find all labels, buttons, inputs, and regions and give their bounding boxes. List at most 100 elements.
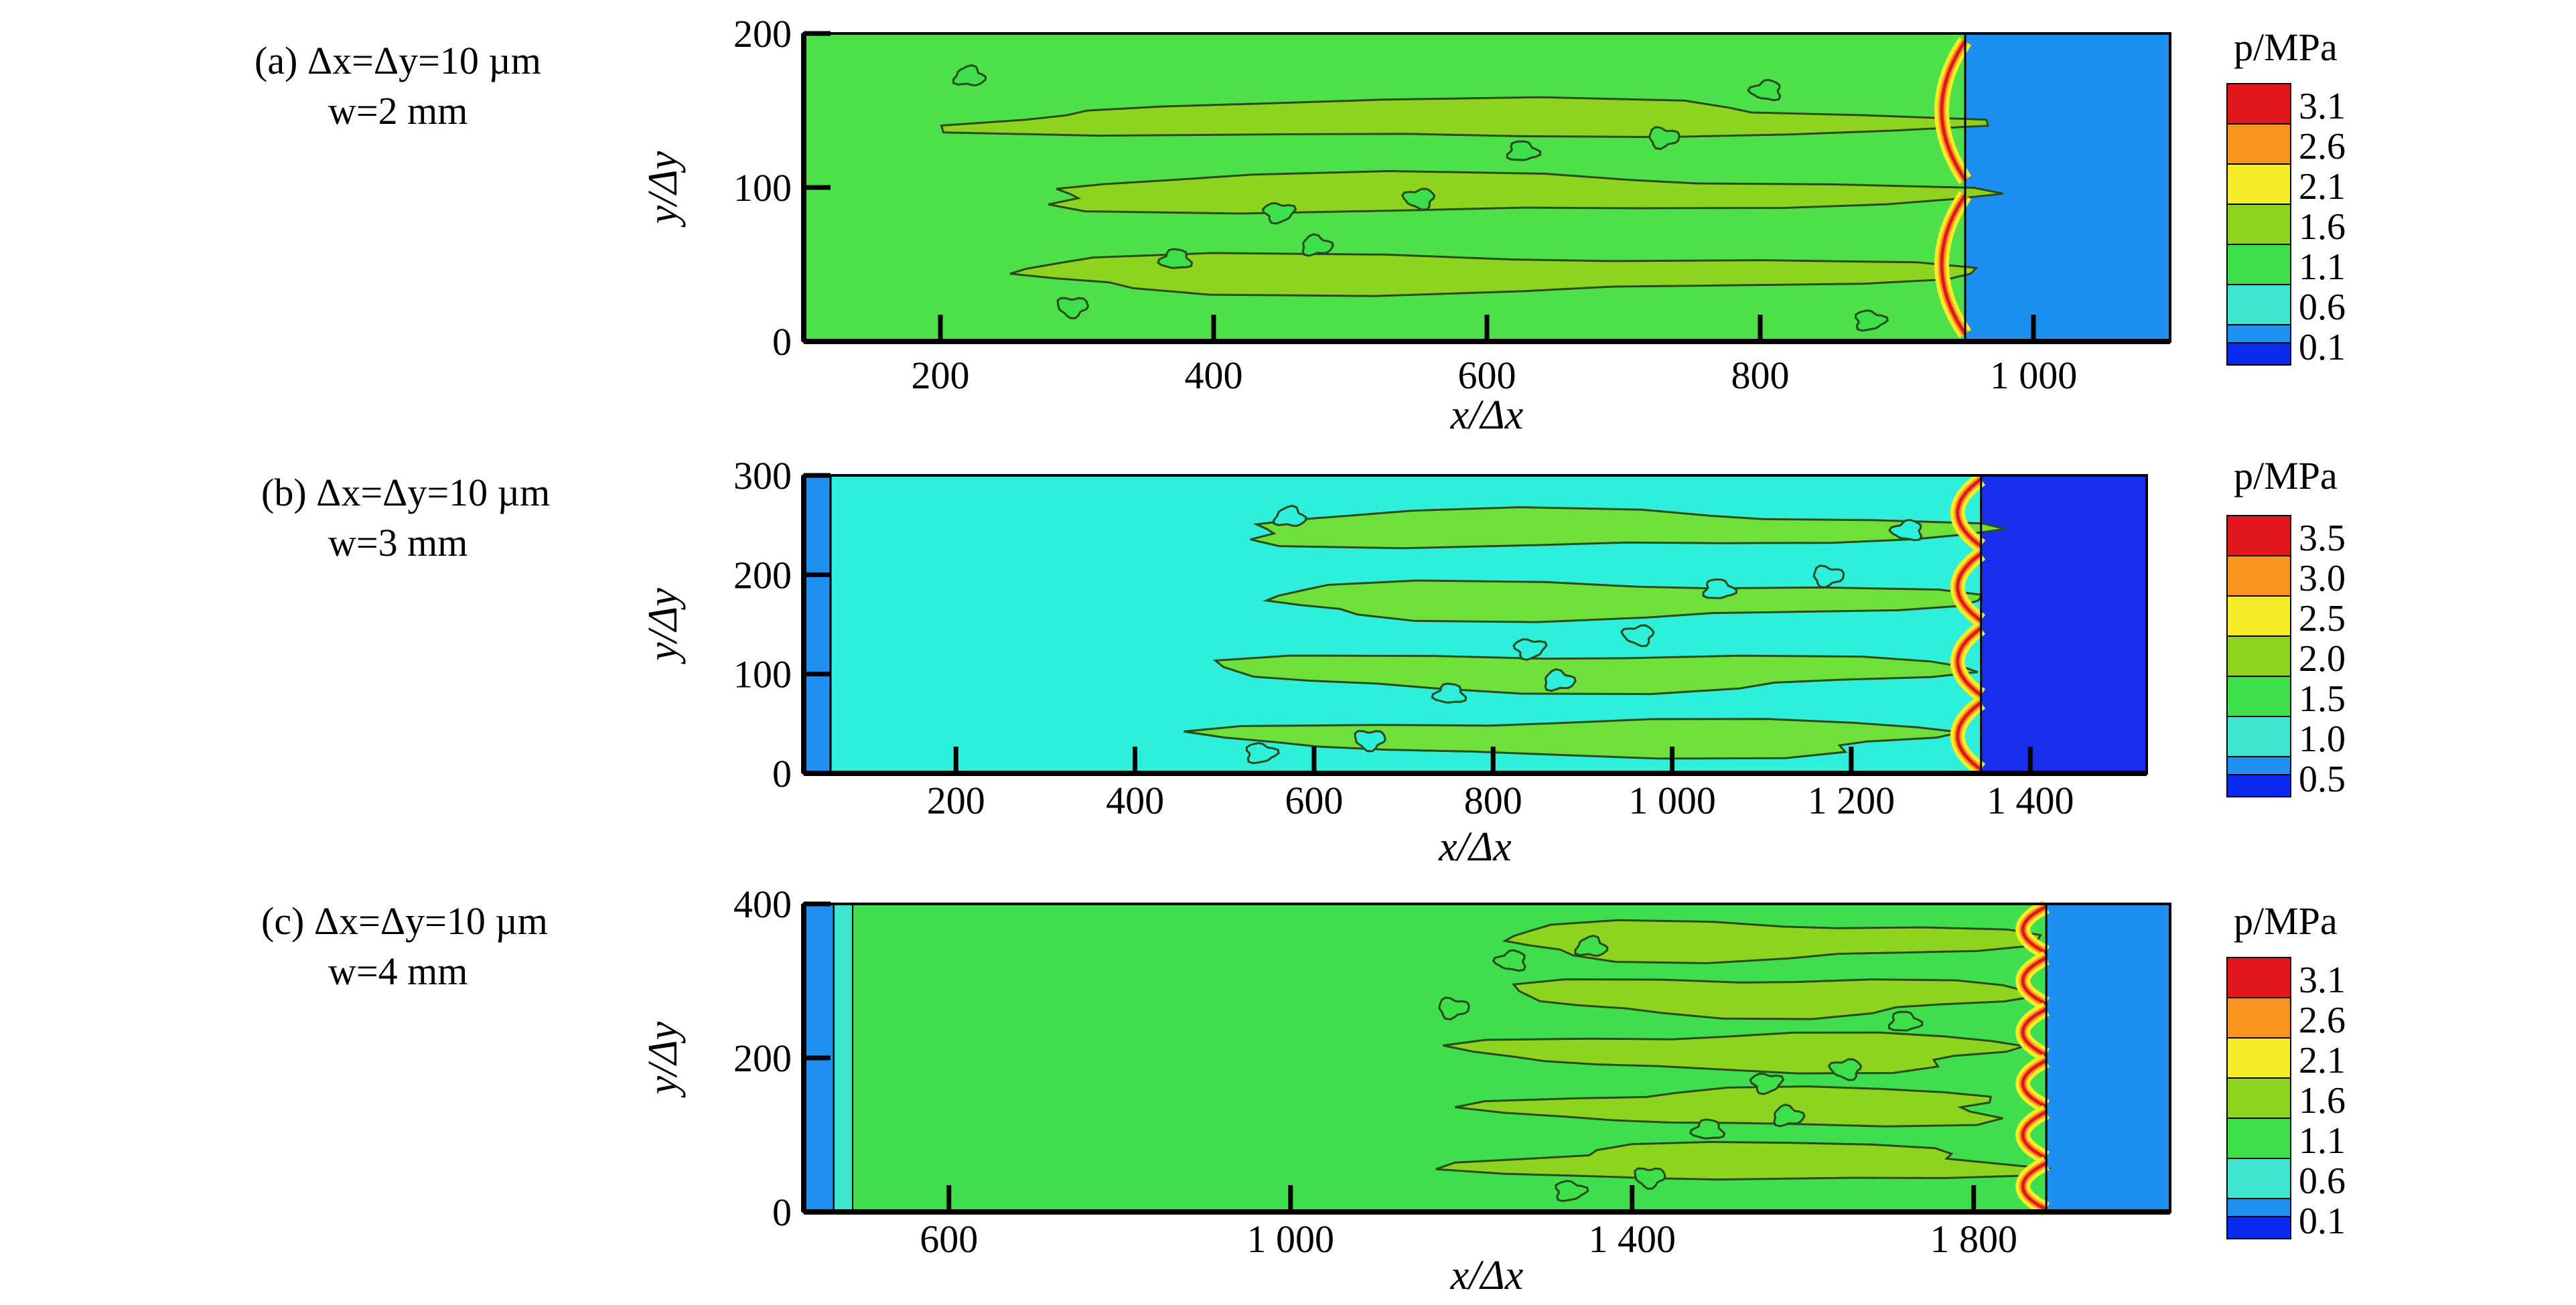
colorbar-swatch	[2226, 244, 2291, 285]
pressure-pocket	[1261, 202, 1297, 225]
front-red-core	[1956, 701, 1983, 771]
colorbar-level-label: 3.5	[2299, 518, 2346, 559]
colorbar-swatch	[2226, 1158, 2291, 1199]
x-tick-label: 1 000	[1990, 354, 2078, 397]
panel-label-a: (a) Δx=Δy=10 µm	[255, 37, 541, 86]
grid-spacing-label: Δx=Δy=10 µm	[316, 471, 551, 514]
colorbar-swatch	[2226, 1077, 2291, 1119]
x-tick-label: 1 200	[1808, 779, 1895, 822]
inlet-strip	[802, 474, 832, 775]
grid-spacing-label: Δx=Δy=10 µm	[313, 899, 548, 943]
colorbar-level-label: 0.6	[2299, 287, 2346, 328]
colorbar-level-label: 3.1	[2299, 959, 2346, 1001]
y-axis-label: y/Δy	[640, 1021, 686, 1098]
cell-streak	[1443, 1031, 2025, 1075]
y-tick-label: 0	[772, 320, 792, 364]
front-red-core	[2021, 905, 2048, 955]
colorbar-level-label: 2.6	[2299, 1000, 2346, 1041]
x-tick-label: 1 000	[1247, 1217, 1335, 1261]
front-red-core	[1956, 477, 1983, 548]
plot-area	[801, 899, 2171, 1217]
colorbar-swatch	[2226, 774, 2291, 797]
colorbar-swatch	[2226, 716, 2291, 757]
y-tick-label: 200	[733, 1037, 792, 1080]
x-tick-label: 1 800	[1930, 1217, 2018, 1261]
pressure-pocket	[1492, 949, 1526, 972]
x-tick-label: 400	[1106, 779, 1164, 822]
panel-b: (b) Δx=Δy=10 µm w=3 mm 200 400 600 800 1 000…	[0, 435, 2576, 870]
unburned-region	[2046, 904, 2170, 1212]
pressure-pocket	[1555, 1180, 1589, 1203]
panel-a: (a) Δx=Δy=10 µm w=2 mm 200 400 600 800 1 000…	[0, 0, 2576, 435]
pressure-pocket	[1506, 140, 1542, 161]
cell-streak	[1048, 169, 2003, 215]
pressure-pocket	[1056, 297, 1090, 319]
unburned-region	[1965, 33, 2170, 341]
front-red-core	[1940, 40, 1967, 181]
colorbar-level-label: 0.1	[2299, 1201, 2346, 1242]
pressure-pocket	[1854, 309, 1889, 332]
x-tick-label: 600	[1458, 354, 1516, 397]
pressure-pocket	[1301, 233, 1334, 257]
x-tick-label: 800	[1464, 779, 1522, 822]
pressure-pocket	[1544, 668, 1577, 692]
pressure-pocket	[1887, 1010, 1924, 1032]
pressure-pocket	[1438, 996, 1470, 1020]
colorbar-swatch	[2226, 123, 2291, 165]
colorbar-level-label: 1.1	[2299, 1120, 2346, 1162]
colorbar-level-label: 2.5	[2299, 598, 2346, 639]
x-tick-label: 1 000	[1628, 779, 1716, 822]
cell-streak	[1455, 1085, 2003, 1128]
front-red-core	[2021, 1059, 2048, 1109]
x-tick-label: 1 400	[1987, 779, 2074, 822]
panel-label-c: (c) Δx=Δy=10 µm	[261, 897, 548, 946]
width-label: w=3 mm	[328, 521, 468, 564]
y-axis-label: y/Δy	[640, 588, 686, 665]
colorbar-swatch	[2226, 635, 2291, 677]
colorbar-swatch	[2226, 1037, 2291, 1079]
colorbar: p/MPa 3.12.62.11.61.10.60.1	[2226, 25, 2346, 368]
colorbar-level-label: 0.6	[2299, 1160, 2346, 1202]
colorbar-swatch	[2226, 1198, 2291, 1217]
panel-letter: (a)	[255, 39, 298, 82]
pressure-pocket	[1689, 1118, 1726, 1140]
colorbar-level-label: 1.6	[2299, 206, 2346, 248]
colorbar-swatch	[2226, 1118, 2291, 1159]
pressure-pocket	[1634, 1167, 1666, 1190]
pressure-pocket	[952, 64, 987, 87]
colorbar-swatch	[2226, 204, 2291, 245]
colorbar-level-label: 1.6	[2299, 1080, 2346, 1122]
front-red-core	[2021, 1007, 2048, 1057]
pressure-pocket	[1273, 504, 1307, 528]
y-tick-label: 0	[772, 1191, 792, 1234]
front-red-core	[2021, 1161, 2048, 1211]
pressure-pocket	[1401, 187, 1436, 211]
front-red-core	[1940, 194, 1967, 335]
plot-area	[801, 473, 2148, 776]
front-red-core	[1956, 552, 1983, 622]
colorbar: p/MPa 3.12.62.11.61.10.60.1	[2226, 899, 2346, 1242]
front-red-core	[2021, 956, 2048, 1006]
pressure-pocket	[1354, 730, 1386, 753]
colorbar-level-label: 1.0	[2299, 718, 2346, 760]
x-axis-label: x/Δx	[1450, 392, 1524, 435]
pressure-pocket	[1812, 564, 1845, 589]
colorbar-level-label: 3.0	[2299, 558, 2346, 599]
pressure-pocket	[1773, 1103, 1806, 1128]
x-tick-label: 1 400	[1589, 1217, 1676, 1261]
pressure-pocket	[1702, 579, 1737, 599]
pressure-pocket	[1747, 78, 1782, 102]
x-tick-label: 600	[920, 1217, 978, 1261]
cell-streak	[1184, 718, 1961, 760]
x-tick-label: 200	[927, 779, 985, 822]
y-tick-label: 200	[733, 12, 792, 56]
colorbar-level-label: 0.1	[2299, 327, 2346, 368]
x-tick-label: 800	[1731, 354, 1790, 397]
cell-streak	[1511, 978, 2039, 1020]
cell-streak	[1212, 654, 1979, 696]
colorbar-swatch	[2226, 284, 2291, 325]
colorbar-swatch	[2226, 957, 2291, 998]
cell-streak	[1250, 506, 2006, 550]
colorbar-swatch	[2226, 1216, 2291, 1239]
panel-label-b: (b) Δx=Δy=10 µm	[261, 469, 550, 518]
